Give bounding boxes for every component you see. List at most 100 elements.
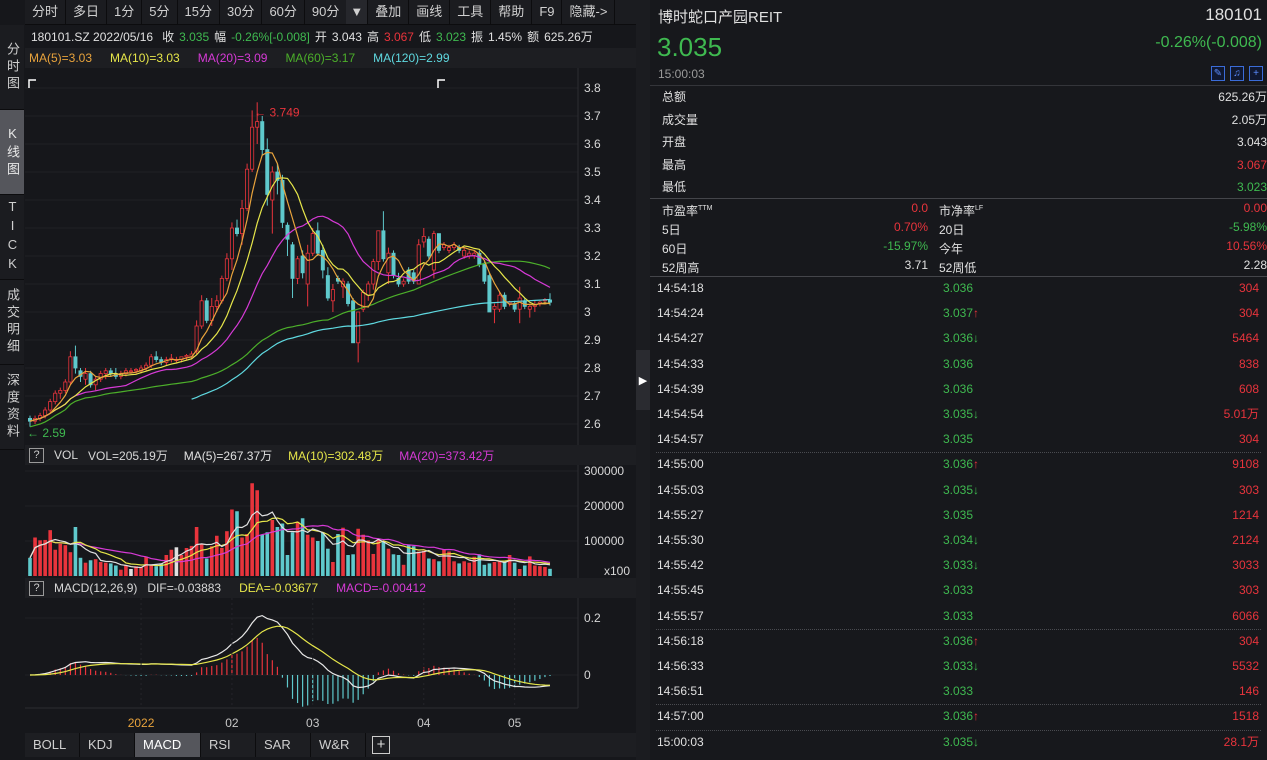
period-button-0[interactable]: 分时 [25,0,67,24]
indicator-tab-wr[interactable]: W&R [311,733,366,757]
volume-bar [310,537,315,576]
trade-price-cell: 3.033 [943,578,973,603]
tool-button-4[interactable]: F9 [532,0,563,24]
view-tab-3[interactable]: 成交明细 [0,280,24,365]
tool-button-3[interactable]: 帮助 [491,0,533,24]
max-price-annotation: ← 3.749 [254,105,300,119]
price-tick-label: 3.5 [584,165,601,179]
summary-label: 开盘 [662,135,687,149]
summary-row: 成交量 2.05万 [650,109,1267,131]
volume-chart[interactable]: 300000 200000 100000 x100 [25,465,636,578]
period-button-2[interactable]: 1分 [107,0,143,24]
candle-body [487,275,492,313]
view-tab-1[interactable]: K线图 [0,110,24,195]
volume-bar [144,556,148,576]
view-tab-2[interactable]: TICK [0,195,24,280]
stat-value: -5.98% [1228,220,1267,234]
tool-button-5[interactable]: 隐藏-> [562,0,616,24]
summary-label: 最低 [662,180,687,194]
trade-volume: 1214 [1232,507,1259,522]
low-value: 3.023 [436,29,467,44]
trade-time: 14:56:33 [657,659,704,673]
stat-label: 52周高 [662,256,699,278]
summary-value: 3.023 [1236,180,1267,194]
period-button-7[interactable]: 90分 [311,4,340,19]
candle [265,138,270,206]
candle-body [431,233,436,271]
trade-volume: 838 [1238,356,1259,371]
indicator-tab-sar[interactable]: SAR [256,733,311,757]
candle [487,272,492,313]
divider [650,198,1267,199]
arrow-down-icon: ↓ [973,533,980,547]
volume-bar [270,520,275,576]
volume-bar [512,562,517,576]
tool-button-2[interactable]: 工具 [450,0,492,24]
period-button-1[interactable]: 多日 [66,0,108,24]
candle [53,390,58,405]
candle [224,253,229,282]
stat-label-text: 60日 [662,242,688,256]
dea-line [30,625,551,686]
stats-table: 市盈率TTM 0.0 市净率LF 0.00 5日 0.70% 20日 -5.98%… [650,199,1267,276]
volume-ma10: MA(10)=302.48万 [288,448,384,463]
volume-tick-label: 200000 [584,499,624,513]
macd-help-button[interactable]: ? [29,580,44,596]
tool-button-0[interactable]: 叠加 [368,0,410,24]
amount-label: 额 [527,30,540,44]
tool-button-1[interactable]: 画线 [409,0,451,24]
summary-row: 总额 625.26万 [650,86,1267,108]
ma-legend-item: MA(20)=3.09 [197,51,268,65]
period-button-3[interactable]: 5分 [142,0,178,24]
edit-icon[interactable]: ✎ [1211,66,1225,81]
candle-body [134,368,139,372]
indicator-tab-rsi[interactable]: RSI [201,733,256,757]
stat-label: 52周低 [939,256,976,278]
candle-body [351,300,356,344]
corner-bracket-icon [28,79,36,88]
view-tab-0[interactable]: 分时图 [0,25,24,110]
volume-bar [543,566,547,576]
period-button-5[interactable]: 30分 [220,0,263,24]
view-tabs: 分时图 K线图 TICK 成交明细 深度资料 [0,25,24,450]
candle-body [436,233,441,251]
indicator-tab-kdj[interactable]: KDJ [80,733,135,757]
macd-chart[interactable]: 0.2 0 2022 02 03 04 05 [25,598,636,733]
trade-row: 14:56:33 3.033↓ 5532 [650,654,1267,679]
candle-body [305,252,310,285]
volume-bar [103,562,108,576]
volume-bar [477,554,482,576]
tick-trade-list[interactable]: 14:54:18 3.036 304 14:54:24 3.037↑ 304 14:54:2… [650,276,1267,760]
high-value: 3.067 [383,29,414,44]
period-button-6[interactable]: 60分 [262,0,305,24]
volume-help-button[interactable]: ? [29,447,44,463]
indicator-tab-macd[interactable]: MACD [135,733,201,757]
candle [88,370,93,388]
ma20-line [29,215,551,422]
period-button-4[interactable]: 15分 [178,0,220,24]
trade-volume: 1518 [1232,709,1259,724]
add-indicator-button[interactable]: + [372,736,390,754]
add-icon[interactable]: + [1249,66,1263,81]
collapse-panel-button[interactable]: ▶ [636,350,650,410]
caret-down-icon[interactable]: ▼ [346,0,369,24]
candle [426,236,431,259]
candle-body [204,300,209,321]
stats-row: 52周高 3.71 52周低 2.28 [650,256,1267,275]
trade-volume: 146 [1238,684,1259,699]
price-tick-label: 3.4 [584,193,601,207]
candle-body [366,283,371,296]
candlestick-chart[interactable]: 3.8 3.7 3.6 3.5 3.4 3.3 3.2 3.1 3 2.9 2.8 2.7 2.6 ← 3… [25,68,636,445]
price-change: -0.26%(-0.008) [1155,34,1262,51]
view-tab-4[interactable]: 深度资料 [0,365,24,450]
ma60-line [29,260,551,428]
candle-body [144,364,149,369]
trade-volume: 303 [1238,583,1259,598]
minute-separator [656,729,1261,731]
indicator-tab-boll[interactable]: BOLL [25,733,80,757]
ma-legend-item: MA(5)=3.03 [29,51,93,65]
volume-bar [376,539,381,576]
volume-bar [452,561,456,576]
volume-bar [83,562,88,576]
alert-bell-icon[interactable]: ♫ [1230,66,1244,81]
